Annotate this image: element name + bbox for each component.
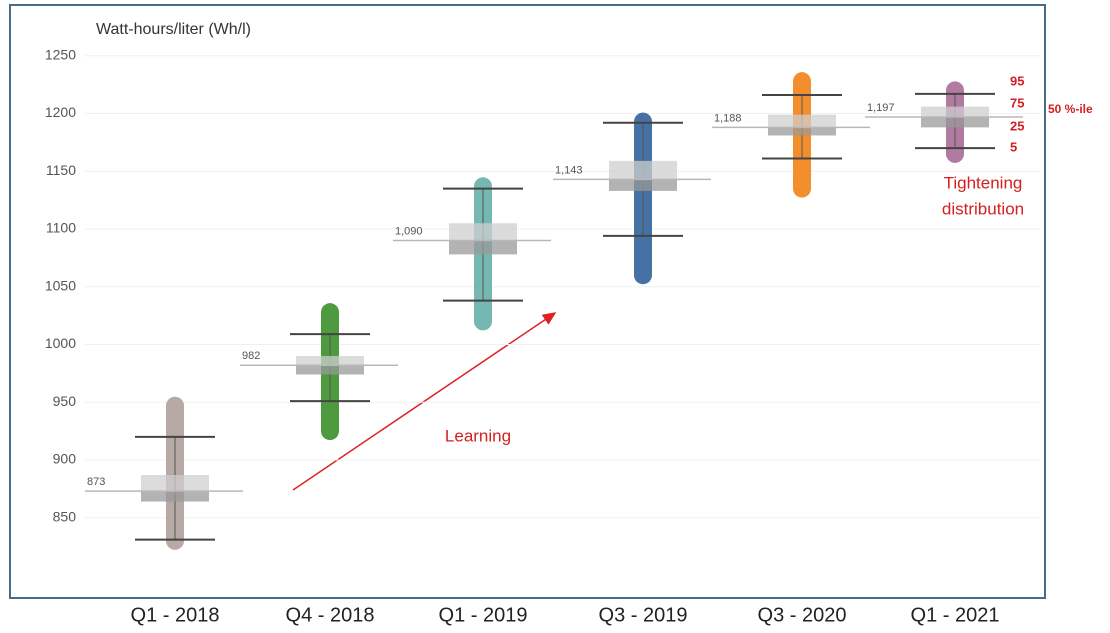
box-lower <box>609 179 677 191</box>
x-tick-label: Q1 - 2019 <box>439 604 528 626</box>
x-tick-label: Q1 - 2018 <box>131 604 220 626</box>
median-label: 1,188 <box>714 112 742 124</box>
x-tick-label: Q4 - 2018 <box>286 604 375 626</box>
y-tick-label: 1250 <box>45 46 76 62</box>
annotation: Tightening <box>944 173 1023 192</box>
box-upper <box>296 356 364 366</box>
annotation: distribution <box>942 199 1024 218</box>
median-label: 982 <box>242 350 260 362</box>
box-lower <box>921 116 989 128</box>
median-label: 1,143 <box>555 164 583 176</box>
median-label: 1,197 <box>867 102 895 114</box>
box-upper <box>141 474 209 492</box>
median-label: 873 <box>87 476 105 488</box>
y-tick-label: 1100 <box>46 220 76 236</box>
box-upper <box>609 160 677 180</box>
arrow <box>292 312 557 491</box>
box-lower <box>296 365 364 375</box>
median-label: 1,090 <box>395 225 423 237</box>
x-tick-label: Q1 - 2021 <box>911 604 1000 626</box>
annotation: 50 %-ile <box>1048 102 1093 116</box>
x-tick-label: Q3 - 2019 <box>599 604 688 626</box>
box-lower <box>141 491 209 502</box>
y-tick-label: 850 <box>53 508 77 524</box>
annotation: 25 <box>1010 118 1024 133</box>
box-lower <box>768 127 836 136</box>
annotation: 75 <box>1010 95 1024 110</box>
box-upper <box>921 106 989 117</box>
y-axis-label: Watt-hours/liter (Wh/l) <box>96 21 251 38</box>
frame <box>9 4 1046 599</box>
annotation: 5 <box>1010 139 1017 154</box>
y-tick-label: 1150 <box>46 162 76 178</box>
y-tick-label: 950 <box>53 393 77 409</box>
y-tick-label: 900 <box>53 451 77 467</box>
box-upper <box>768 114 836 128</box>
annotation: 95 <box>1010 73 1024 88</box>
box-upper <box>449 223 517 241</box>
annotation: Learning <box>445 426 511 445</box>
y-tick-label: 1050 <box>45 277 76 293</box>
y-tick-label: 1000 <box>45 335 76 351</box>
box-lower <box>449 240 517 255</box>
y-tick-label: 1200 <box>45 104 76 120</box>
x-tick-label: Q3 - 2020 <box>758 604 847 626</box>
